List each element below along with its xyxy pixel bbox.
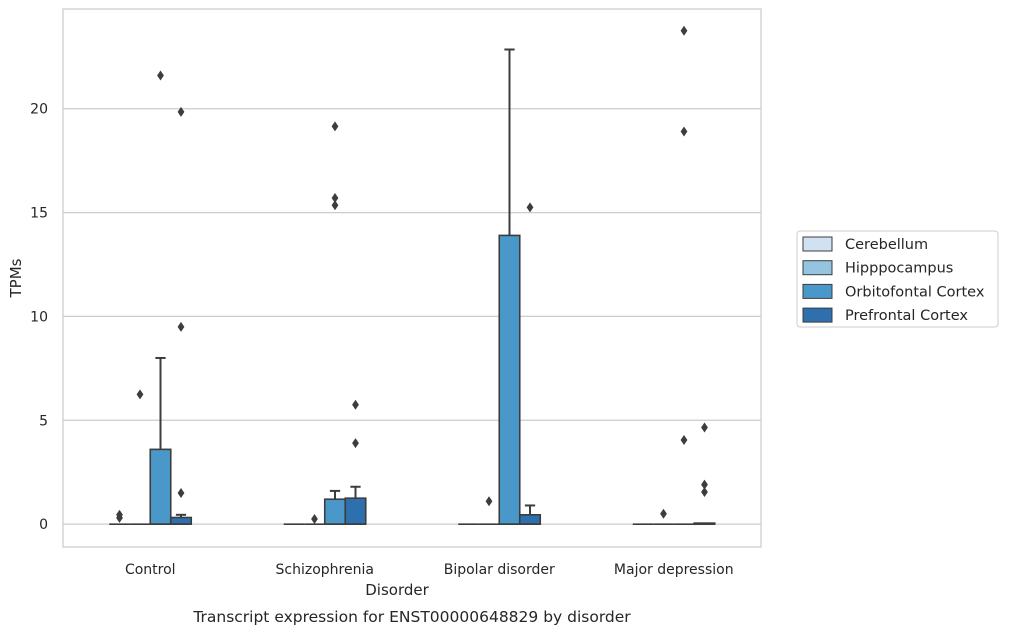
outlier-point bbox=[177, 321, 185, 332]
box-group bbox=[653, 508, 674, 525]
x-axis-label: Disorder bbox=[365, 581, 429, 599]
box-group bbox=[693, 422, 716, 525]
box-group bbox=[478, 496, 500, 525]
outlier-point bbox=[680, 25, 688, 36]
x-tick-label: Bipolar disorder bbox=[444, 562, 555, 578]
box bbox=[169, 516, 193, 525]
legend-label: Cerebellum bbox=[845, 237, 928, 253]
outlier-point bbox=[331, 193, 339, 204]
x-tick-label: Major depression bbox=[614, 562, 734, 578]
box bbox=[344, 497, 367, 525]
outlier-point bbox=[660, 508, 667, 519]
outlier-point bbox=[177, 487, 185, 498]
box-group bbox=[304, 513, 325, 525]
outlier-point bbox=[157, 70, 164, 81]
box-group bbox=[344, 399, 367, 525]
outlier-point bbox=[331, 121, 339, 132]
outlier-point bbox=[177, 106, 185, 117]
legend-frame bbox=[796, 230, 999, 328]
x-tick-label: Control bbox=[125, 562, 176, 578]
outlier-point bbox=[701, 486, 708, 497]
legend-swatch bbox=[802, 307, 833, 323]
outlier-point bbox=[680, 435, 688, 446]
plot-area bbox=[63, 9, 761, 547]
box-group bbox=[149, 70, 172, 525]
outlier-point bbox=[526, 202, 534, 213]
box bbox=[323, 498, 347, 525]
plot-frame bbox=[62, 8, 762, 548]
box bbox=[149, 448, 172, 525]
box-series bbox=[109, 25, 716, 525]
outlier-point bbox=[136, 389, 144, 400]
legend-label: Prefrontal Cortex bbox=[845, 308, 968, 324]
legend-swatch bbox=[802, 260, 833, 276]
box-group bbox=[169, 106, 193, 525]
box-group bbox=[323, 121, 347, 525]
outlier-point bbox=[701, 479, 708, 490]
y-tick-label: 5 bbox=[39, 413, 48, 429]
box-group bbox=[498, 48, 521, 525]
y-tick-labels: 0 5 10 15 20 bbox=[30, 102, 48, 533]
outlier-point bbox=[701, 422, 708, 433]
chart-caption: Transcript expression for ENST0000064882… bbox=[192, 608, 631, 626]
y-tick-label: 15 bbox=[30, 206, 48, 222]
y-tick-label: 10 bbox=[30, 309, 48, 325]
outlier-point bbox=[116, 509, 123, 520]
outlier-point bbox=[352, 438, 359, 449]
legend-label: Hipppocampus bbox=[845, 261, 953, 277]
box-group bbox=[129, 389, 151, 525]
y-tick-label: 20 bbox=[30, 102, 48, 118]
outlier-point bbox=[352, 399, 359, 410]
box bbox=[518, 514, 542, 525]
outlier-point bbox=[485, 496, 493, 507]
legend: Cerebellum Hipppocampus Orbitofontal Corte… bbox=[796, 230, 999, 328]
legend-swatch bbox=[802, 236, 833, 252]
outlier-point bbox=[680, 126, 688, 137]
outlier-point bbox=[311, 513, 318, 524]
legend-items: Cerebellum Hipppocampus Orbitofontal Corte… bbox=[802, 236, 985, 324]
box-group bbox=[518, 202, 542, 525]
legend-label: Orbitofontal Cortex bbox=[845, 284, 985, 300]
box-group bbox=[109, 509, 130, 525]
y-tick-label: 0 bbox=[39, 517, 48, 533]
x-tick-label: Schizophrenia bbox=[276, 562, 374, 578]
y-axis-label: TPMs bbox=[7, 258, 25, 298]
x-tick-labels: Control Schizophrenia Bipolar disorder Majo… bbox=[125, 562, 734, 578]
box-group bbox=[673, 25, 695, 525]
legend-swatch bbox=[802, 283, 833, 299]
box bbox=[498, 234, 521, 525]
outlier-point bbox=[331, 200, 339, 211]
